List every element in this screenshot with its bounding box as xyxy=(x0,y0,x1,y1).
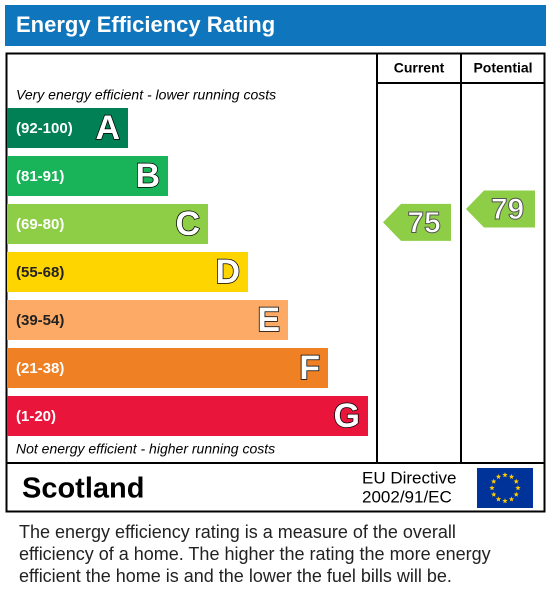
bottom-note: Not energy efficient - higher running co… xyxy=(16,441,275,457)
band-range: (21-38) xyxy=(16,360,64,377)
band-range: (69-80) xyxy=(16,216,64,233)
star xyxy=(513,478,519,484)
band-letter: E xyxy=(257,301,280,339)
band-bar xyxy=(7,396,368,436)
band-bar xyxy=(7,252,248,292)
star xyxy=(491,491,497,497)
band-range: (81-91) xyxy=(16,168,64,185)
band-bar xyxy=(7,300,288,340)
rating-value: 75 xyxy=(407,206,440,239)
band-letter: A xyxy=(95,109,120,147)
band-range: (55-68) xyxy=(16,264,64,281)
header: Potential xyxy=(473,60,532,76)
star xyxy=(495,496,502,502)
directive: EU Directive xyxy=(362,468,456,487)
description: The energy efficiency rating is a measur… xyxy=(19,522,456,542)
band-letter: F xyxy=(299,349,320,387)
band-range: (1-20) xyxy=(16,408,56,425)
band-bar xyxy=(7,108,128,148)
title-bar xyxy=(5,5,546,46)
rating-value: 79 xyxy=(491,193,524,226)
frame xyxy=(5,52,546,513)
eu-flag xyxy=(477,468,533,508)
description: efficient the home is and the lower the … xyxy=(19,566,452,586)
band-letter: C xyxy=(175,205,200,243)
band-bar xyxy=(7,348,328,388)
star xyxy=(489,485,495,491)
star xyxy=(502,498,508,504)
band-bar xyxy=(7,156,168,196)
star xyxy=(515,485,521,491)
band-bar xyxy=(7,204,208,244)
band-range: (92-100) xyxy=(16,120,73,137)
band-letter: B xyxy=(135,157,160,195)
directive: 2002/91/EC xyxy=(362,487,452,506)
star xyxy=(508,473,515,480)
band-letter: G xyxy=(334,397,360,435)
description: efficiency of a home. The higher the rat… xyxy=(19,544,491,564)
region: Scotland xyxy=(22,473,144,505)
band-range: (39-54) xyxy=(16,312,64,329)
star xyxy=(491,478,497,484)
star xyxy=(502,472,508,478)
star xyxy=(495,473,502,480)
header: Current xyxy=(394,60,445,76)
rating-arrow xyxy=(466,190,535,228)
star xyxy=(508,496,515,502)
title: Energy Efficiency Rating xyxy=(16,12,275,37)
star xyxy=(513,491,519,497)
top-note: Very energy efficient - lower running co… xyxy=(16,87,276,103)
band-letter: D xyxy=(215,253,240,291)
rating-arrow xyxy=(383,203,451,241)
